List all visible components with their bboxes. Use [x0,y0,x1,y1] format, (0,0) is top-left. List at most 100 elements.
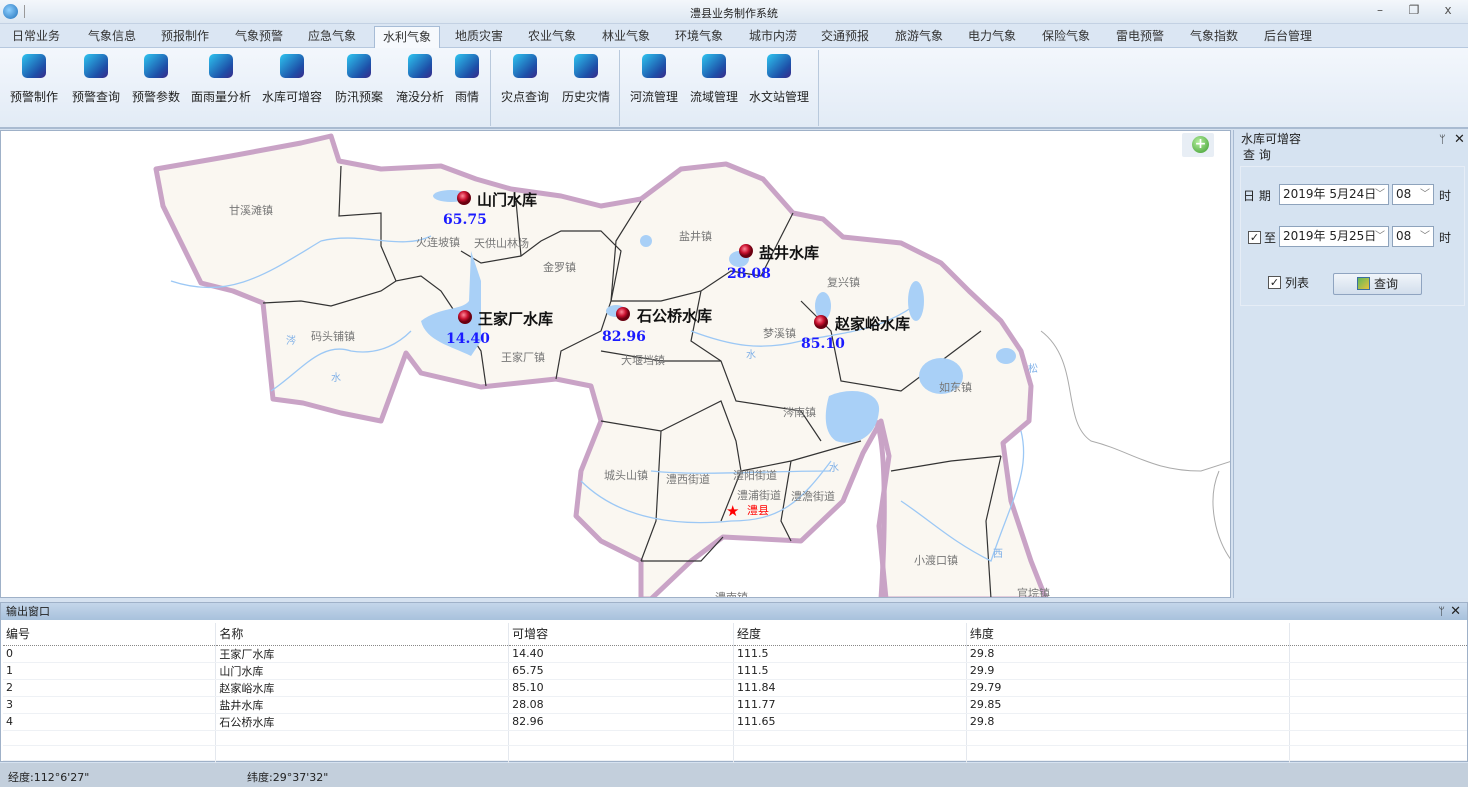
list-checkbox[interactable]: ✓ [1268,276,1281,289]
svg-text:盐井水库: 盐井水库 [759,244,819,262]
to-checkbox[interactable]: ✓ [1248,231,1261,244]
end-date-value: 2019年 5月25日 [1283,229,1377,243]
panel-title: 水库可增容 [1241,132,1302,146]
panel-close-icon[interactable]: ✕ [1454,132,1465,147]
table-cell [966,745,1290,761]
table-cell: 29.9 [966,662,1290,680]
tab-16[interactable]: 气象指数 [1189,29,1238,43]
pin-icon[interactable]: ᛘ [1438,605,1445,618]
tab-4[interactable]: 应急气象 [307,29,356,43]
reservoir-marker[interactable]: 王家厂水库 14.40 [446,310,553,347]
start-hour-select[interactable]: 08 ﹀ [1392,184,1434,205]
table-row[interactable]: 0 王家厂水库 14.40 111.5 29.8 [3,644,1467,663]
app-globe-icon[interactable] [3,4,18,19]
restore-button[interactable]: ❐ [1408,3,1420,17]
tab-15[interactable]: 雷电预警 [1115,29,1164,43]
town-label: 复兴镇 [827,275,860,289]
town-label: 大堰垱镇 [621,353,665,367]
table-row[interactable]: 3 盐井水库 28.08 111.77 29.85 [3,696,1467,714]
tab-8[interactable]: 林业气象 [601,29,650,43]
end-hour-select[interactable]: 08 ﹀ [1392,226,1434,247]
warning-params-icon [144,54,168,78]
end-date-picker[interactable]: 2019年 5月25日 ﹀ [1279,226,1389,247]
table-cell: 28.08 [508,696,734,714]
ribbon-button-3[interactable]: 面雨量分析 [189,54,253,105]
tab-10[interactable]: 城市内涝 [748,29,797,43]
minimize-button[interactable]: – [1377,3,1383,17]
ribbon-button-1[interactable]: 预警查询 [68,54,124,105]
tab-6[interactable]: 地质灾害 [454,29,503,43]
column-header[interactable]: 可增容 [508,623,734,646]
ribbon-button-4[interactable]: 水库可增容 [259,54,325,105]
tab-17[interactable]: 后台管理 [1263,29,1312,43]
reservoir-marker[interactable]: 盐井水库 28.08 [727,244,819,282]
tab-5[interactable]: 水利气象 [374,26,440,48]
ribbon-button-7[interactable]: 雨情 [452,54,482,105]
ribbon-button-0[interactable]: 预警制作 [5,54,63,105]
table-row[interactable]: 2 赵家峪水库 85.10 111.84 29.79 [3,679,1467,697]
column-header[interactable]: 经度 [733,623,967,646]
zoom-in-button[interactable]: + [1182,133,1214,157]
river-icon [642,54,666,78]
table-cell: 4 [3,713,217,731]
table-cell: 3 [3,696,217,714]
column-header[interactable]: 名称 [215,623,510,646]
table-cell [1289,662,1467,680]
table-cell [1289,696,1467,714]
tab-1[interactable]: 气象信息 [87,29,136,43]
neighbor-boundary [1040,330,1230,472]
town-label: 梦溪镇 [763,326,796,340]
start-date-value: 2019年 5月24日 [1283,187,1377,201]
map-view[interactable]: 甘溪滩镇 火连坡镇 天供山林场 金罗镇 盐井镇 复兴镇 码头铺镇 王家厂镇 梦溪… [0,130,1231,598]
county-seat-marker[interactable]: ★ 澧县 [726,502,769,520]
table-cell: 111.5 [733,662,967,680]
svg-text:澧县: 澧县 [747,503,769,517]
table-cell: 石公桥水库 [215,713,510,731]
ribbon-button-12[interactable]: 水文站管理 [744,54,814,105]
tab-3[interactable]: 气象预警 [234,29,283,43]
table-row[interactable]: 1 山门水库 65.75 111.5 29.9 [3,662,1467,680]
pin-icon[interactable]: ᛘ [1439,133,1446,146]
table-cell [733,745,967,761]
chevron-down-icon: ﹀ [1375,189,1385,200]
result-table: 编号 名称 可增容 经度 纬度 0 王家厂水库 14.40 111.5 29.8 1 山门水库 65.… [3,623,1467,776]
table-row[interactable]: 4 石公桥水库 82.96 111.65 29.8 [3,713,1467,731]
table-cell: 山门水库 [215,662,510,680]
tab-11[interactable]: 交通预报 [820,29,869,43]
ribbon-button-5[interactable]: 防汛预案 [331,54,387,105]
close-button[interactable]: x [1444,3,1452,17]
table-cell: 82.96 [508,713,734,731]
table-cell: 111.5 [733,644,967,663]
longitude-readout: 经度:112°6'27" [8,771,90,784]
ribbon-button-9[interactable]: 历史灾情 [558,54,614,105]
table-row[interactable] [3,745,1467,761]
tab-7[interactable]: 农业气象 [527,29,576,43]
tab-13[interactable]: 电力气象 [967,29,1016,43]
tab-0[interactable]: 日常业务 [11,29,60,43]
ribbon-button-2[interactable]: 预警参数 [128,54,184,105]
ribbon-button-8[interactable]: 灾点查询 [498,54,552,105]
tab-12[interactable]: 旅游气象 [894,29,943,43]
reservoir-marker[interactable]: 石公桥水库 82.96 [602,307,712,345]
ribbon-button-11[interactable]: 流域管理 [687,54,741,105]
tab-14[interactable]: 保险气象 [1041,29,1090,43]
table-row[interactable] [3,730,1467,746]
map-canvas[interactable]: 甘溪滩镇 火连坡镇 天供山林场 金罗镇 盐井镇 复兴镇 码头铺镇 王家厂镇 梦溪… [1,131,1231,598]
tab-9[interactable]: 环境气象 [674,29,723,43]
query-button[interactable]: 查询 [1333,273,1422,295]
start-date-picker[interactable]: 2019年 5月24日 ﹀ [1279,184,1389,205]
menu-tabs: 日常业务 气象信息 预报制作 气象预警 应急气象 水利气象 地质灾害 农业气象 林业气象 环境气象… [0,24,1468,48]
output-close-icon[interactable]: ✕ [1450,604,1461,619]
ribbon-button-10[interactable]: 河流管理 [627,54,681,105]
reservoir-marker[interactable]: 山门水库 65.75 [443,191,537,228]
tab-2[interactable]: 预报制作 [160,29,209,43]
title-bar: 澧县业务制作系统 – ❐ x [0,0,1468,24]
ribbon-button-label: 河流管理 [629,90,678,104]
column-header[interactable]: 编号 [3,623,217,646]
ribbon-button-6[interactable]: 淹没分析 [392,54,448,105]
reservoir-marker[interactable]: 赵家峪水库 85.10 [801,315,910,352]
column-header[interactable]: 纬度 [966,623,1290,646]
query-button-label: 查询 [1373,277,1398,291]
river-labels: 涔 水 松 西 水 水 [286,334,1038,560]
svg-text:水: 水 [829,462,839,474]
